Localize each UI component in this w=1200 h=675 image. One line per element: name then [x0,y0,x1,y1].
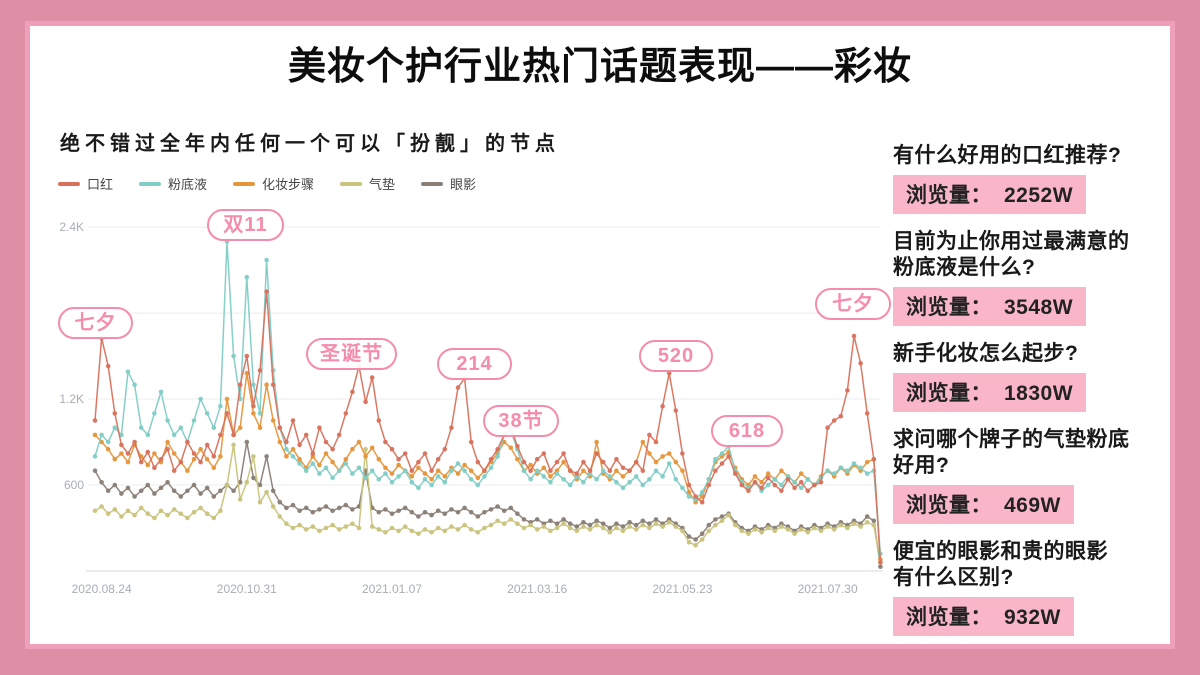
trend-line-chart: 600 1.2K 2.4K 2020.08.24 2020.10.31 2021.01.0… [59,220,883,596]
chart-legend: 口红 粉底液 化妆步骤 气垫 眼影 [58,174,476,193]
views-badge: 浏览量： 932W [893,597,1074,636]
question-text: 便宜的眼影和贵的眼影 有什么区别? [893,540,1108,589]
svg-text:2021.07.30: 2021.07.30 [798,582,858,596]
legend-label: 气垫 [369,177,396,192]
views-badge: 浏览量： 2252W [893,175,1087,214]
views-badge: 浏览量： 469W [893,485,1074,524]
legend-item-lipstick: 口红 [58,174,113,193]
legend-item-eyeshadow: 眼影 [421,174,476,193]
views-badge: 浏览量： 1830W [893,373,1087,412]
event-badge: 520 [639,340,713,372]
x-axis: 2020.08.24 2020.10.31 2021.01.07 2021.03.16… [72,570,883,596]
event-badge: 双11 [207,209,284,241]
cushion-line-swatch-icon [340,181,363,186]
svg-text:1.2K: 1.2K [59,392,84,406]
svg-text:2021.01.07: 2021.01.07 [362,582,422,596]
legend-label: 口红 [87,177,114,192]
views-label: 浏览量： [906,296,992,319]
svg-text:2021.05.23: 2021.05.23 [652,582,712,596]
lipstick-line-swatch-icon [58,181,80,186]
views-value: 1830W [1004,382,1074,405]
event-badge: 214 [437,348,512,380]
legend-item-foundation: 粉底液 [139,174,207,193]
views-label: 浏览量： [906,494,992,517]
views-value: 932W [1004,606,1061,629]
event-badge: 圣诞节 [306,338,397,370]
question-text: 新手化妆怎么起步? [893,342,1079,365]
page-subtitle: 绝不错过全年内任何一个可以「扮靓」的节点 [60,133,560,155]
event-badge: 38节 [483,405,559,437]
views-label: 浏览量： [906,184,992,207]
views-label: 浏览量： [906,606,992,629]
legend-label: 眼影 [450,177,477,192]
series-cushion [92,442,883,565]
question-text: 目前为止你用过最满意的 粉底液是什么? [893,230,1130,279]
topic-trend-chart: 600 1.2K 2.4K 2020.08.24 2020.10.31 2021.01.0… [38,205,918,620]
hot-questions-panel: 有什么好用的口红推荐? 浏览量： 2252W 目前为止你用过最满意的 粉底液是什么… [893,143,1155,651]
svg-text:600: 600 [64,478,84,492]
question-text: 有什么好用的口红推荐? [893,144,1122,167]
series-eyeshadow [92,439,883,569]
svg-text:2021.03.16: 2021.03.16 [507,582,567,596]
event-badge: 七夕 [58,307,133,339]
makeup-steps-line-swatch-icon [233,181,256,186]
views-value: 3548W [1004,296,1074,319]
legend-label: 粉底液 [168,177,208,192]
legend-item-cushion: 气垫 [340,174,395,193]
series-foundation [92,239,883,557]
page-title: 美妆个护行业热门话题表现——彩妆 [287,46,912,88]
views-value: 469W [1004,494,1061,517]
question-text: 求问哪个牌子的气垫粉底 好用? [893,428,1130,477]
views-value: 2252W [1004,184,1074,207]
svg-text:2020.10.31: 2020.10.31 [217,582,277,596]
svg-text:2.4K: 2.4K [59,220,84,234]
event-badge: 七夕 [815,288,891,320]
views-badge: 浏览量： 3548W [893,287,1087,326]
foundation-line-swatch-icon [139,181,162,186]
svg-text:2020.08.24: 2020.08.24 [72,582,132,596]
legend-label: 化妆步骤 [262,177,315,192]
legend-item-makeup-steps: 化妆步骤 [233,174,314,193]
content-card: 美妆个护行业热门话题表现——彩妆 绝不错过全年内任何一个可以「扮靓」的节点 口红… [25,21,1175,649]
event-badge: 618 [711,415,783,447]
views-label: 浏览量： [906,382,992,405]
eyeshadow-line-swatch-icon [421,181,444,186]
